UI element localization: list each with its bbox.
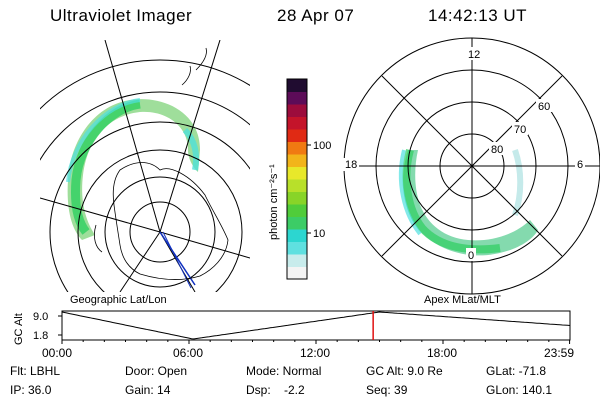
timeline-x-tick-label: 00:00 <box>42 346 73 360</box>
glon-info: GLon: 140.1 <box>486 383 553 397</box>
timeline-x-tick-label: 18:00 <box>427 346 458 360</box>
colorbar-cell <box>287 104 307 117</box>
intensity-colorbar: 100 10 photon cm⁻²s⁻¹ <box>268 78 331 280</box>
colorbar-cell <box>287 129 307 142</box>
dsp-info: Dsp: -2.2 <box>246 383 305 397</box>
gc-alt-info: GC Alt: 9.0 Re <box>366 364 443 378</box>
mlt-label-18: 18 <box>345 159 357 171</box>
seq-info: Seq: 39 <box>366 383 408 397</box>
colorbar-cell <box>287 191 307 205</box>
mlt-label-12: 12 <box>468 49 480 61</box>
gain-info: Gain: 14 <box>125 383 171 397</box>
timeline-x-tick-label: 23:59 <box>544 346 575 360</box>
timeline-x-tick-label: 12:00 <box>300 346 331 360</box>
observation-time: 14:42:13 UT <box>428 6 528 25</box>
geographic-caption: Geographic Lat/Lon <box>70 294 167 306</box>
colorbar-cell <box>287 154 307 167</box>
glat-info: GLat: -71.8 <box>486 364 547 378</box>
geographic-map <box>40 40 250 292</box>
colorbar-cell <box>287 216 307 230</box>
aurora-oval-magnetic <box>403 150 538 256</box>
colorbar-cell <box>287 91 307 105</box>
observation-date: 28 Apr 07 <box>277 6 355 25</box>
timeline-x-tick-label: 06:00 <box>173 346 204 360</box>
timeline-y-tick-bottom: 1.8 <box>33 330 48 342</box>
timeline-y-tick-top: 9.0 <box>33 311 48 323</box>
door-info: Door: Open <box>125 364 188 378</box>
colorbar-cell <box>287 229 307 242</box>
colorbar-cell <box>287 116 307 130</box>
colorbar-cell <box>287 254 307 267</box>
aurora-oval-geographic <box>67 99 201 240</box>
mlat-label-80: 80 <box>491 144 503 156</box>
colorbar-label: photon cm⁻²s⁻¹ <box>268 164 280 240</box>
colorbar-cell <box>287 179 307 192</box>
ip-info: IP: 36.0 <box>10 383 52 397</box>
colorbar-cell <box>287 166 307 180</box>
colorbar-cell <box>287 79 307 92</box>
magnetic-polar-plot: 12 18 6 0 60 70 80 <box>343 37 600 295</box>
colorbar-tick-10: 10 <box>313 228 325 240</box>
filter-info: Flt: LBHL <box>10 364 61 378</box>
mlt-label-0: 0 <box>468 250 474 262</box>
altitude-curve <box>61 311 571 340</box>
mlat-label-60: 60 <box>538 101 550 113</box>
colorbar-cell <box>287 241 307 255</box>
colorbar-cell <box>287 204 307 217</box>
colorbar-tick-100: 100 <box>313 140 331 152</box>
instrument-title: Ultraviolet Imager <box>50 6 193 25</box>
altitude-timeline: 9.0 1.8 GC Alt <box>13 310 571 345</box>
colorbar-cell <box>287 141 307 155</box>
mlt-label-6: 6 <box>577 159 583 171</box>
colorbar-cell <box>287 266 307 280</box>
timeline-y-label: GC Alt <box>13 313 25 345</box>
magnetic-caption: Apex MLat/MLT <box>424 294 501 306</box>
mlat-label-70: 70 <box>514 124 526 136</box>
mode-info: Mode: Normal <box>246 364 322 378</box>
